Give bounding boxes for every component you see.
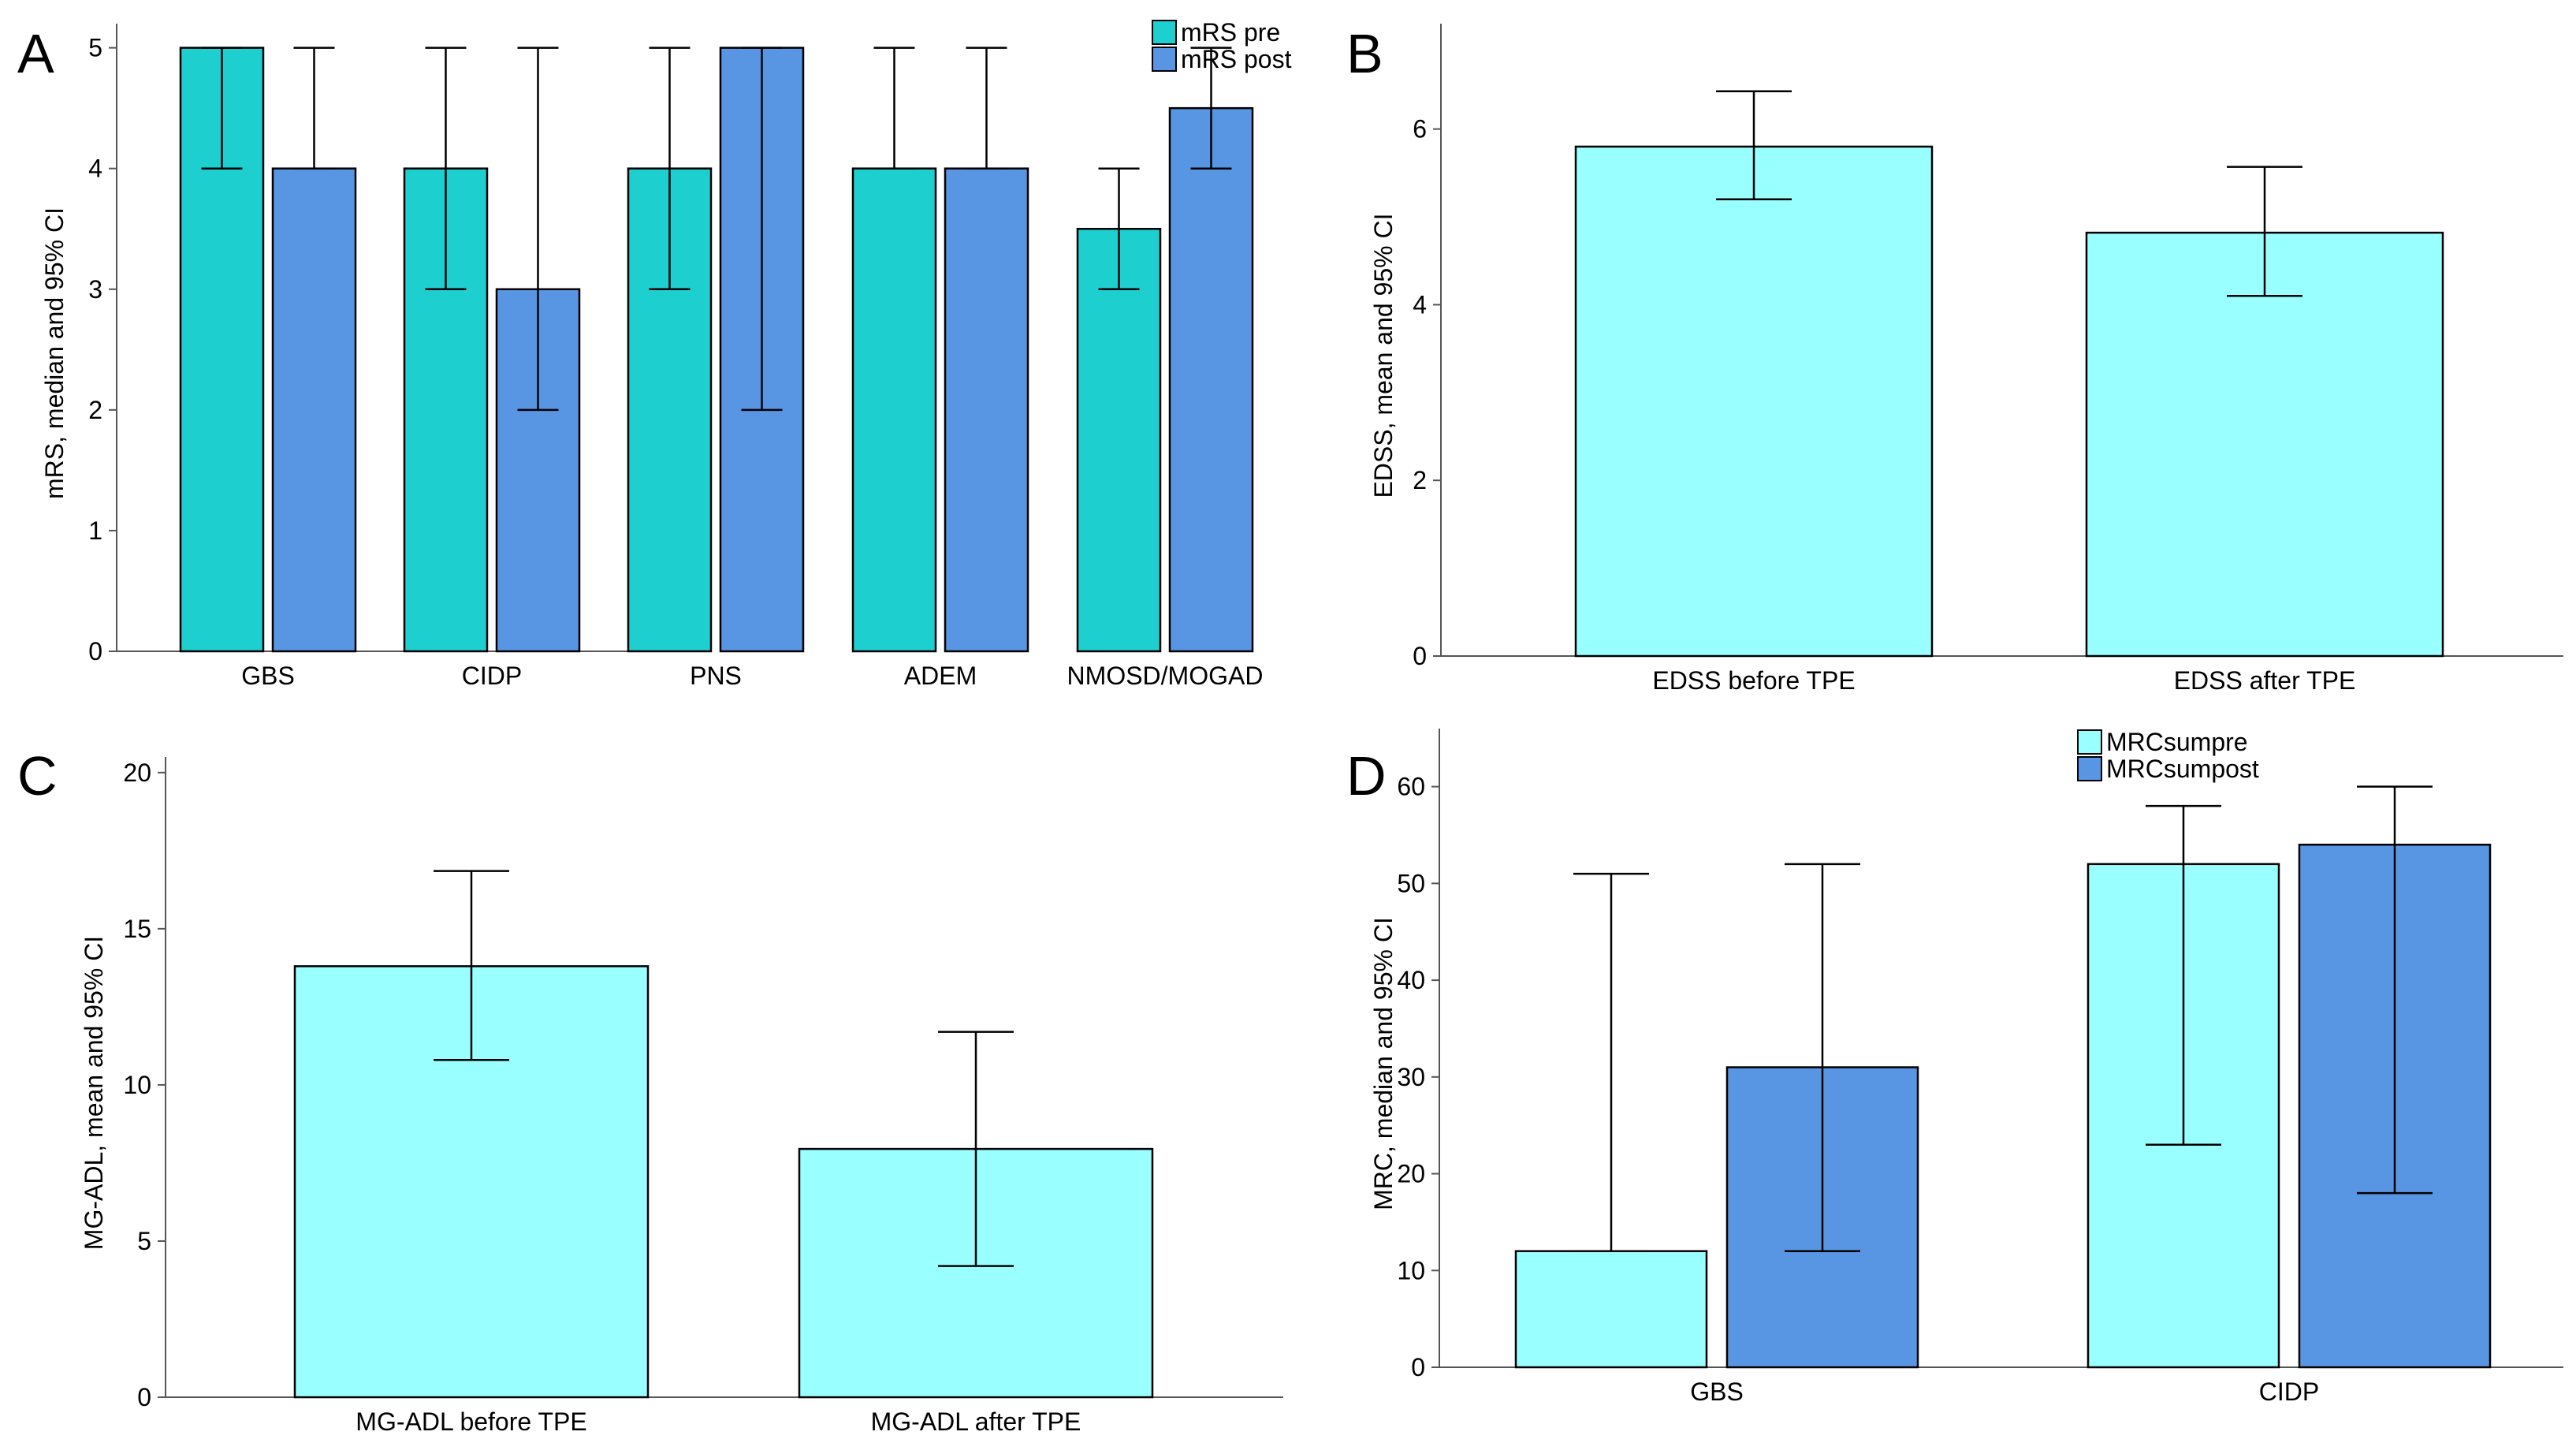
panel-c-ytick-label-10: 10 [123,1071,151,1099]
panel-a-bar-mrs-post-adem [944,167,1029,653]
panel-b-errorbar-edss-edss-before-tpe [1716,90,1792,201]
panel-a-xtick-label-adem: ADEM [904,662,977,690]
panel-a-errorbar-mrs-post-pns [741,47,783,412]
panel-a-errorbar-mrs-pre-gbs [201,47,243,170]
panel-a-xtick-label-nmosd-mogad: NMOSD/MOGAD [1067,662,1264,690]
panel-a-ylabel: mRS, median and 95% CI [40,207,69,499]
panel-b-letter: B [1346,23,1383,84]
panel-d-errorbar-mrcsumpost-cidp [2357,785,2433,1195]
legend-label-mrcsumpost: MRCsumpost [2106,755,2259,783]
panel-c: C 0 5 10 15 20 MG-ADL, mean and 95% CI MG-ADL b… [17,745,1283,1436]
panel-c-ytick-label-5: 5 [137,1227,151,1255]
panel-d-ytick-label-50: 50 [1397,869,1425,897]
panel-a-ytick-label-4: 4 [88,155,102,183]
panel-a-ytick-label-0: 0 [88,637,102,665]
panel-a-ytick-label-3: 3 [88,275,102,304]
panel-a-ytick-label-5: 5 [88,34,102,62]
panel-d-xtick-label-gbs: GBS [1690,1378,1744,1406]
panel-d-ytick-label-20: 20 [1397,1160,1425,1188]
panel-c-errorbar-mg-adl-mg-adl-after-tpe [938,1031,1014,1267]
panel-a-bar-mrs-post-gbs [271,167,357,653]
panel-d-ytick-label-10: 10 [1397,1256,1425,1284]
panel-d-errorbar-mrcsumpre-cidp [2146,804,2221,1146]
panel-a-errorbar-mrs-pre-nmosd-mogad [1098,167,1140,291]
panel-a-errorbar-mrs-pre-adem [873,47,915,170]
panel-c-ytick-label-20: 20 [123,759,151,787]
panel-d-ylabel: MRC, median and 95% CI [1369,917,1398,1210]
panel-b-bar-edss-edss-after-tpe [2085,231,2444,658]
panel-a-errorbar-mrs-pre-pns [649,47,691,291]
panel-d-ytick-label-0: 0 [1411,1353,1425,1381]
panel-a-bar-mrs-pre-pns [627,167,713,653]
panel-b-errorbar-edss-edss-after-tpe [2227,166,2302,297]
legend-swatch-mrs-post [1152,47,1177,72]
panel-d-xtick-label-cidp: CIDP [2259,1378,2319,1406]
panel-a-errorbar-mrs-pre-cidp [425,47,467,291]
panel-a-errorbar-mrs-post-cidp [517,47,559,412]
panel-b-xtick-label-edss-after-tpe: EDSS after TPE [2174,666,2356,695]
panel-c-ylabel: MG-ADL, mean and 95% CI [80,936,108,1250]
panel-a-bar-mrs-post-nmosd-mogad [1168,106,1254,653]
panel-d-ytick-label-30: 30 [1397,1063,1425,1091]
panel-c-xtick-label-mg-adl-after-tpe: MG-ADL after TPE [871,1407,1081,1436]
panel-a-xtick-label-gbs: GBS [241,662,295,690]
panel-b-ytick-label-6: 6 [1413,115,1427,144]
panel-a-letter: A [17,23,54,84]
panel-a-errorbar-mrs-post-nmosd-mogad [1190,47,1232,170]
panel-a-ytick-label-2: 2 [88,396,102,424]
panel-b-ytick-label-2: 2 [1413,466,1427,494]
panel-b-xtick-label-edss-before-tpe: EDSS before TPE [1652,666,1855,695]
panel-c-errorbar-mg-adl-mg-adl-before-tpe [434,870,509,1061]
panel-d-ytick-label-60: 60 [1397,773,1425,801]
panel-d-ytick-label-40: 40 [1397,966,1425,994]
panel-c-ytick-label-15: 15 [123,915,151,943]
panel-a-errorbar-mrs-post-gbs [293,47,335,170]
panel-a: A 0 1 2 3 4 5 mRS, median and 95% CI GBS CIDP PNS A… [17,18,1292,690]
panel-d-letter: D [1346,745,1387,807]
panel-b-ylabel: EDSS, mean and 95% CI [1369,213,1398,498]
panel-b-ytick-label-4: 4 [1413,290,1427,319]
panel-d: D 0 10 20 30 40 50 60 MRC, median and 95% CI GBS C… [1346,728,2563,1406]
panel-b-bar-edss-edss-before-tpe [1574,145,1934,658]
legend-swatch-mrcsumpre [2077,729,2102,755]
panel-a-xtick-label-cidp: CIDP [462,662,522,690]
panel-a-errorbar-mrs-post-adem [966,47,1007,170]
panel-c-letter: C [17,745,58,807]
legend-swatch-mrs-pre [1152,20,1177,45]
panel-d-bar-mrcsumpre-gbs [1514,1250,1708,1369]
panel-a-bar-mrs-pre-nmosd-mogad [1076,227,1162,653]
legend-label-mrs-pre: mRS pre [1181,18,1280,47]
panel-a-bar-mrs-pre-adem [851,167,937,653]
panel-a-xtick-label-pns: PNS [690,662,742,690]
panel-b: B 0 2 4 6 EDSS, mean and 95% CI EDSS before TP… [1346,23,2563,695]
panel-d-errorbar-mrcsumpost-gbs [1785,863,1860,1252]
panel-b-ytick-label-0: 0 [1413,642,1427,670]
panel-c-xtick-label-mg-adl-before-tpe: MG-ADL before TPE [356,1407,586,1436]
legend-swatch-mrcsumpost [2077,756,2102,781]
panel-d-errorbar-mrcsumpre-gbs [1573,872,1649,1252]
panel-c-ytick-label-0: 0 [137,1383,151,1411]
legend-label-mrs-post: mRS post [1181,45,1292,73]
legend-label-mrcsumpre: MRCsumpre [2106,728,2248,756]
panel-a-ytick-label-1: 1 [88,516,102,545]
